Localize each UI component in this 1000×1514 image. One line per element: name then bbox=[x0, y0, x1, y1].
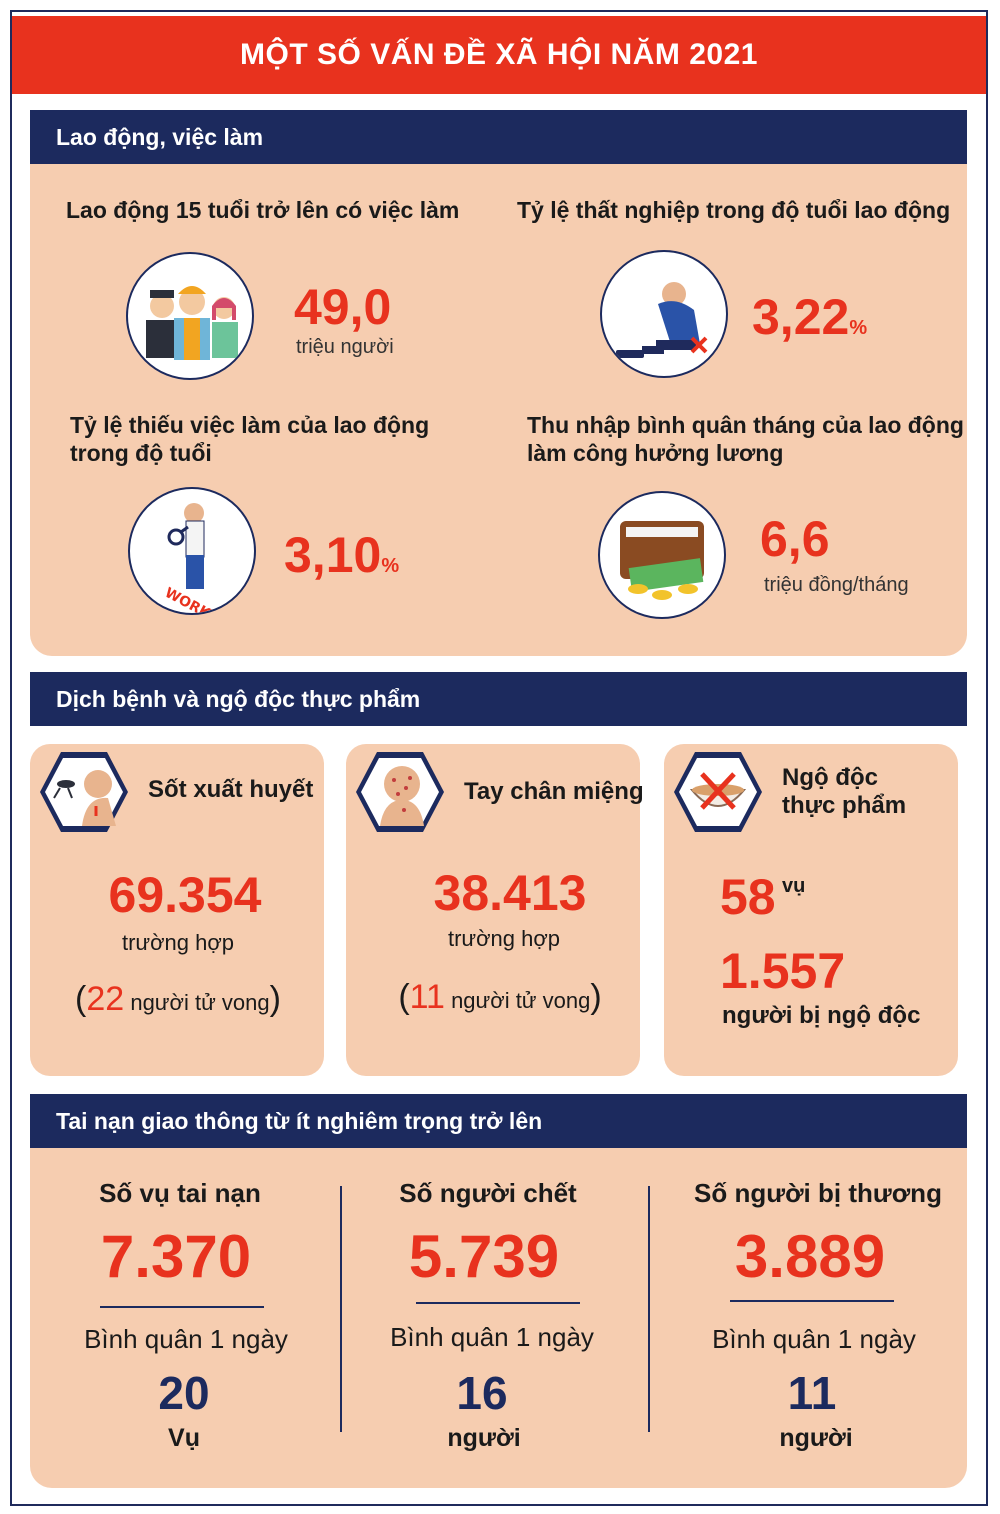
unemployment-label: Tỷ lệ thất nghiệp trong độ tuổi lao động bbox=[517, 197, 951, 223]
accidents-value: 7.370 bbox=[100, 1223, 252, 1290]
unemployment-unit: % bbox=[849, 317, 868, 339]
divider-1 bbox=[340, 1186, 342, 1432]
accidents-underline bbox=[100, 1306, 264, 1308]
job-search-icon: WORK bbox=[128, 487, 256, 615]
income-unit: triệu đồng/tháng bbox=[764, 574, 909, 596]
section-header-traffic: Tai nạn giao thông từ ít nghiêm trọng tr… bbox=[30, 1094, 967, 1148]
food-cases-value: 58 bbox=[720, 869, 776, 925]
food-label-1: Ngộ độc bbox=[782, 764, 878, 791]
hfmd-label: Tay chân miệng bbox=[464, 778, 644, 805]
svg-text:WORK: WORK bbox=[162, 585, 214, 615]
accidents-head: Số vụ tai nạn bbox=[99, 1178, 261, 1208]
wallet-icon bbox=[598, 491, 726, 619]
section-header-disease: Dịch bệnh và ngộ độc thực phẩm bbox=[30, 672, 967, 726]
accidents-avg-label: Bình quân 1 ngày bbox=[84, 1324, 288, 1354]
mosquito-icon bbox=[38, 750, 130, 834]
underemployment-unit: % bbox=[381, 555, 400, 577]
unemployment-value-wrap: 3,22% bbox=[752, 288, 867, 346]
underemployment-label-1: Tỷ lệ thiếu việc làm của lao động bbox=[70, 412, 430, 438]
deaths-avg-value: 16 bbox=[456, 1367, 508, 1419]
injured-underline bbox=[730, 1300, 894, 1302]
hfmd-paren-close: ) bbox=[590, 978, 602, 1016]
dengue-unit: trường hợp bbox=[121, 930, 235, 955]
dengue-deaths: (22 người tử vong) bbox=[30, 980, 326, 1019]
divider-2 bbox=[648, 1186, 650, 1432]
unemployment-value: 3,22 bbox=[752, 289, 850, 345]
food-people-text: người bị ngộ độc bbox=[722, 1002, 921, 1029]
hfmd-unit: trường hợp bbox=[447, 926, 561, 951]
employed-unit: triệu người bbox=[296, 336, 394, 358]
deaths-avg-unit: người bbox=[447, 1424, 521, 1452]
injured-head: Số người bị thương bbox=[694, 1178, 942, 1208]
dengue-paren-open: ( bbox=[75, 980, 87, 1018]
page-title: MỘT SỐ VẤN ĐỀ XÃ HỘI NĂM 2021 bbox=[12, 16, 986, 94]
food-poison-icon bbox=[672, 750, 764, 834]
deaths-head: Số người chết bbox=[399, 1178, 577, 1208]
income-value: 6,6 bbox=[760, 511, 830, 567]
rash-face-icon bbox=[354, 750, 446, 834]
workers-icon bbox=[126, 252, 254, 380]
hfmd-paren-open: ( bbox=[398, 978, 410, 1016]
injured-avg-label: Bình quân 1 ngày bbox=[712, 1324, 916, 1354]
dengue-deaths-text: người tử vong bbox=[130, 990, 270, 1015]
injured-avg-unit: người bbox=[779, 1424, 853, 1452]
injured-value: 3.889 bbox=[734, 1223, 886, 1290]
hfmd-deaths-text: người tử vong bbox=[451, 988, 591, 1013]
underemployment-value: 3,10 bbox=[284, 527, 382, 583]
hfmd-value: 38.413 bbox=[433, 865, 587, 921]
dengue-paren-close: ) bbox=[269, 980, 281, 1018]
hfmd-deaths: (11 người tử vong) bbox=[352, 978, 648, 1017]
unemployed-man-icon bbox=[600, 250, 728, 378]
income-label-1: Thu nhập bình quân tháng của lao động bbox=[527, 412, 964, 438]
page-frame bbox=[10, 10, 988, 1506]
employed-label: Lao động 15 tuổi trở lên có việc làm bbox=[66, 197, 460, 223]
deaths-value: 5.739 bbox=[408, 1223, 560, 1290]
deaths-avg-label: Bình quân 1 ngày bbox=[390, 1322, 594, 1352]
income-label-2: làm công hưởng lương bbox=[527, 440, 784, 466]
accidents-avg-unit: Vụ bbox=[168, 1424, 200, 1452]
food-people-value: 1.557 bbox=[720, 943, 846, 999]
employed-value: 49,0 bbox=[294, 279, 392, 335]
dengue-deaths-number: 22 bbox=[86, 980, 125, 1018]
hfmd-deaths-number: 11 bbox=[409, 978, 445, 1016]
underemployment-label-2: trong độ tuổi bbox=[70, 440, 212, 466]
accidents-avg-value: 20 bbox=[158, 1367, 210, 1419]
dengue-label: Sốt xuất huyết bbox=[148, 776, 314, 803]
food-cases-unit: vụ bbox=[782, 875, 806, 897]
food-label-2: thực phẩm bbox=[782, 792, 907, 819]
deaths-underline bbox=[416, 1302, 580, 1304]
traffic-panel bbox=[30, 1148, 967, 1488]
injured-avg-value: 11 bbox=[787, 1367, 837, 1419]
section-header-labor: Lao động, việc làm bbox=[30, 110, 967, 164]
underemployment-value-wrap: 3,10% bbox=[284, 526, 399, 584]
dengue-value: 69.354 bbox=[108, 867, 262, 923]
